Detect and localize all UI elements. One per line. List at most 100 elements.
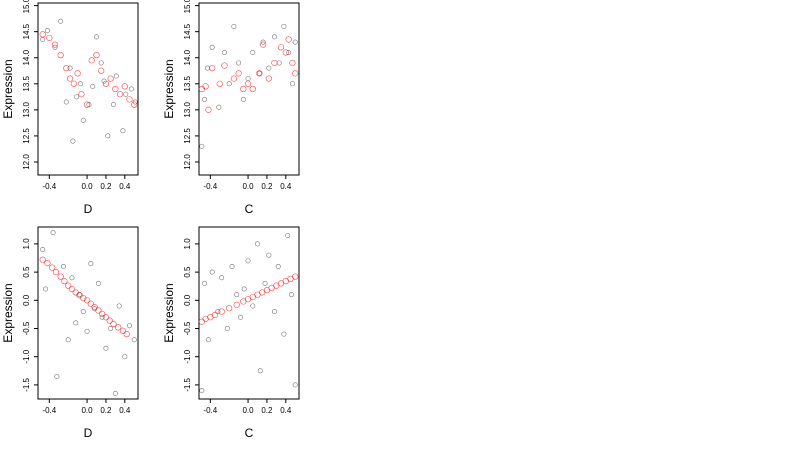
observed-point (199, 388, 205, 394)
fitted-point (39, 31, 46, 38)
fitted-point (230, 75, 238, 82)
fitted-point (57, 52, 64, 59)
fitted-point (112, 85, 119, 93)
fitted-point (70, 80, 77, 87)
observed-point (199, 143, 205, 149)
fitted-point (52, 269, 60, 276)
fitted-point (46, 34, 53, 42)
observed-point (219, 275, 225, 281)
fitted-point (98, 67, 105, 74)
fitted-point (65, 282, 72, 289)
observed-point (50, 230, 56, 236)
fitted-point (198, 318, 205, 325)
observed-point (77, 81, 83, 87)
y-tick-label: -1.0 (22, 349, 31, 363)
observed-point (285, 232, 291, 238)
fitted-point (289, 59, 296, 67)
fitted-point (39, 256, 46, 263)
plot-frame (37, 2, 139, 176)
observed-point (122, 354, 128, 360)
observed-point (131, 337, 137, 343)
y-tick-label: -1.5 (22, 377, 31, 391)
fitted-point (110, 320, 117, 328)
observed-point (229, 263, 235, 269)
observed-point (209, 44, 215, 50)
observed-point (80, 117, 86, 123)
fitted-point (205, 106, 212, 113)
y-tick-label: 1.0 (183, 238, 192, 250)
y-axis-title: Expression (1, 59, 15, 118)
fitted-point (285, 36, 292, 43)
observed-point (54, 373, 60, 379)
fitted-point (249, 85, 256, 93)
fitted-point (78, 91, 85, 98)
fitted-point (61, 278, 68, 285)
fitted-point (83, 297, 91, 304)
fitted-point (88, 57, 95, 64)
observed-point (231, 23, 237, 29)
panel-bottom-right: -0.4 0.0 0.2 0.4 1.0 0.5 0.0 -0.5 -1.0 -1.5 C Expre… (162, 226, 300, 440)
y-axis-title: Expression (1, 283, 15, 342)
observed-point (236, 60, 242, 66)
observed-point (112, 390, 118, 396)
y-tick-label: 0.0 (22, 294, 31, 306)
x-tick-label: 0.4 (280, 406, 292, 415)
x-axis-title: C (245, 202, 254, 216)
fitted-point (209, 65, 216, 72)
observed-point (292, 382, 298, 388)
x-tick-label: 0.4 (280, 182, 292, 191)
observed-point (226, 81, 232, 87)
fitted-point (216, 80, 223, 87)
y-tick-label: 14.5 (22, 23, 31, 39)
fitted-point (235, 70, 242, 77)
fitted-point (131, 101, 138, 108)
observed-point (281, 331, 287, 337)
x-tick-label: 0.2 (261, 182, 273, 191)
y-tick-label: -0.5 (183, 321, 192, 335)
fitted-point (244, 80, 252, 87)
observed-point (86, 102, 92, 108)
fitted-point (102, 314, 110, 321)
observed-point (44, 28, 50, 34)
fitted-point (49, 264, 56, 271)
y-tick-label: 13.5 (183, 75, 192, 91)
observed-point (103, 345, 109, 351)
y-axis-title: Expression (162, 283, 176, 342)
observed-series (199, 23, 298, 149)
observed-point (108, 326, 114, 332)
observed-point (241, 286, 247, 292)
observed-point (209, 269, 215, 275)
fitted-series (39, 256, 130, 338)
y-tick-label: 13.5 (22, 75, 31, 91)
panel-top-left: -0.4 0.0 0.2 0.4 12.0 12.5 13.0 13.5 14.0 14.5 15.… (1, 0, 139, 216)
observed-point (93, 34, 99, 40)
fitted-point (66, 75, 74, 82)
observed-point (70, 138, 76, 144)
fitted-point (292, 70, 299, 77)
y-tick-label: -1.0 (183, 349, 192, 363)
y-tick-label: 12.5 (22, 128, 31, 144)
fitted-point (260, 41, 267, 48)
observed-point (275, 263, 281, 269)
plot-frame (198, 226, 300, 400)
observed-point (224, 326, 230, 332)
observed-point (52, 44, 58, 50)
fitted-point (198, 85, 205, 93)
panel-bottom-left: -0.4 0.0 0.2 0.4 1.0 0.5 0.0 -0.5 -1.0 -1.5 D Expre… (1, 226, 139, 440)
fitted-point (240, 85, 247, 93)
observed-point (95, 280, 101, 286)
observed-point (250, 303, 256, 309)
observed-point (73, 320, 79, 326)
observed-point (254, 241, 260, 247)
y-tick-label: 14.0 (22, 49, 31, 65)
y-tick-label: 13.0 (183, 102, 192, 118)
fitted-point (87, 300, 94, 307)
fitted-point (115, 324, 122, 331)
fitted-point (102, 80, 110, 87)
fitted-point (292, 273, 299, 280)
fitted-point (256, 70, 263, 77)
y-tick-label: 12.5 (183, 128, 192, 144)
fitted-point (119, 327, 127, 334)
observed-point (88, 261, 94, 267)
